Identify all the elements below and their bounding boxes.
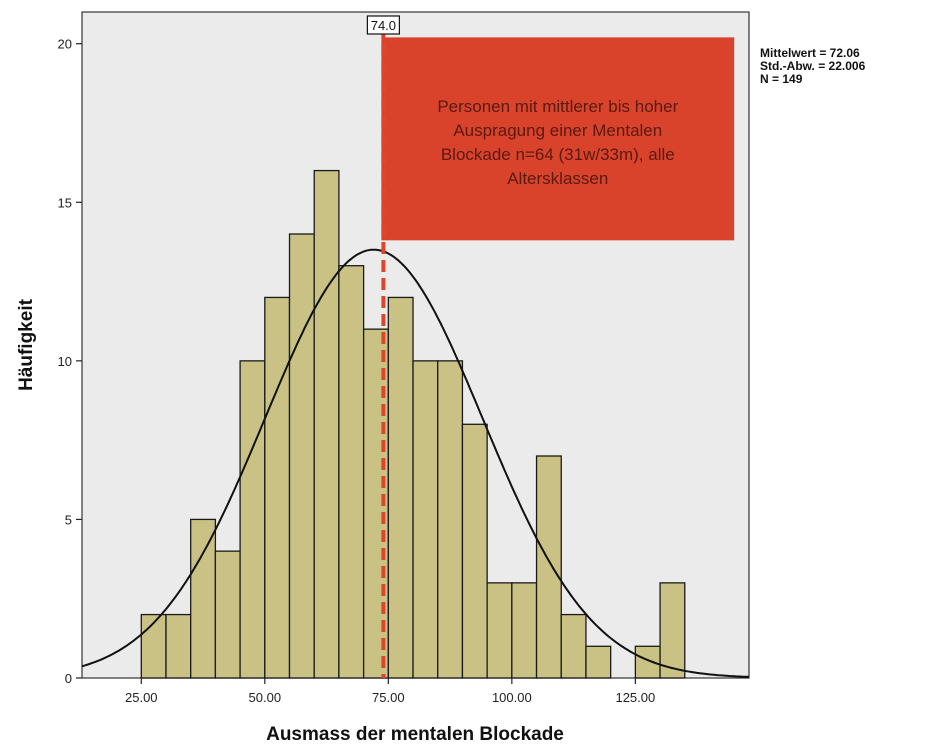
- annotation-text: Personen mit mittlerer bis hoher Auspragu…: [437, 97, 678, 188]
- y-axis-title: Häufigkeit: [16, 298, 37, 391]
- histogram-bar: [437, 360, 464, 679]
- histogram-bar: [634, 645, 661, 679]
- normal-curve: [81, 248, 750, 678]
- annotation-box: [381, 37, 735, 241]
- histogram-bar: [461, 423, 488, 679]
- histogram-bar: [585, 645, 612, 679]
- x-tick-label: 25.00: [125, 690, 158, 705]
- histogram-bar: [264, 296, 291, 679]
- stats-line: N = 149: [760, 72, 803, 86]
- cutoff-label-box: 74.0: [366, 15, 400, 35]
- histogram-bar: [165, 613, 192, 679]
- y-tick-label: 5: [65, 512, 72, 527]
- x-tick-label: 100.00: [492, 690, 532, 705]
- y-tick-label: 15: [58, 195, 72, 210]
- histogram-bar: [659, 582, 686, 679]
- y-axis: 0 5 10 15 20: [58, 37, 82, 686]
- y-tick-label: 0: [65, 671, 72, 686]
- cutoff-label-frame: [366, 15, 400, 35]
- x-tick-label: 75.00: [372, 690, 405, 705]
- histogram-bar: [560, 613, 587, 679]
- annotation-line: Blockade n=64 (31w/33m), alle: [441, 145, 675, 164]
- cutoff-label: 74.0: [371, 18, 396, 33]
- histogram-bar: [190, 518, 217, 679]
- histogram-bar: [214, 550, 241, 679]
- y-tick-label: 20: [58, 37, 72, 52]
- histogram-bar: [338, 265, 365, 679]
- histogram-bar: [486, 582, 513, 679]
- stats-line: Std.-Abw. = 22.006: [760, 59, 866, 73]
- histogram-bar: [412, 360, 439, 679]
- stats-line: Mittelwert = 72.06: [760, 46, 860, 60]
- histogram-bar: [535, 455, 562, 679]
- histogram-bar: [140, 613, 167, 679]
- histogram-bar: [239, 360, 266, 679]
- histogram-bars: [140, 169, 686, 679]
- histogram-bar: [288, 233, 315, 679]
- annotation-line: Auspragung einer Mentalen: [453, 121, 662, 140]
- histogram-bar: [511, 582, 538, 679]
- x-tick-label: 50.00: [249, 690, 282, 705]
- annotation-line: Altersklassen: [507, 169, 608, 188]
- x-axis-title: Ausmass der mentalen Blockade: [266, 724, 564, 745]
- annotation-group: Personen mit mittlerer bis hoher Auspragu…: [381, 37, 735, 241]
- x-tick-label: 125.00: [615, 690, 655, 705]
- histogram-bar: [313, 169, 340, 679]
- annotation-line: Personen mit mittlerer bis hoher: [437, 97, 678, 116]
- histogram-bar: [387, 296, 414, 679]
- y-tick-label: 10: [58, 354, 72, 369]
- x-axis: 25.00 50.00 75.00 100.00 125.00: [125, 678, 655, 705]
